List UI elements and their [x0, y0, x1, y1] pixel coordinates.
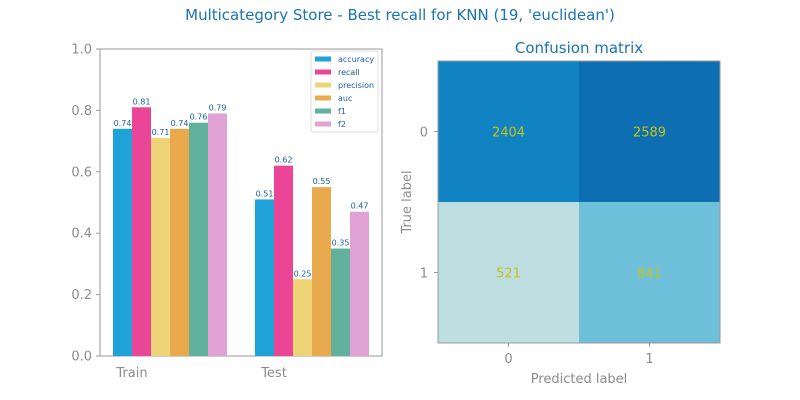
data-label: 0.74	[114, 119, 132, 128]
bar-accuracy	[113, 128, 132, 356]
confusion-matrix-heatmap: Confusion matrix 2404 2589 521 841 0 1 0 1 Predic…	[400, 39, 721, 387]
legend-swatch-f1	[315, 108, 331, 114]
legend-swatch-precision	[315, 82, 331, 88]
legend-swatch-auc	[315, 95, 331, 101]
legend: accuracy recall precision auc f1 f2	[310, 50, 379, 133]
legend-swatch-f2	[315, 121, 331, 127]
data-label: 0.74	[171, 119, 189, 128]
bar-f1	[189, 122, 208, 357]
heatmap-cell	[438, 202, 579, 343]
data-label: 0.47	[351, 202, 369, 211]
bar-recall	[274, 165, 293, 356]
heatmap-cell	[579, 61, 720, 202]
bar-f2	[350, 211, 369, 356]
x-tick-label: Test	[260, 366, 287, 381]
y-tick-label: 0	[420, 126, 428, 141]
legend-label: f1	[338, 107, 346, 116]
cell-value-label: 521	[496, 267, 521, 282]
y-tick-label: 0.8	[71, 104, 92, 119]
data-label: 0.55	[313, 177, 331, 186]
cell-value-label: 841	[637, 267, 662, 282]
legend-swatch-recall	[315, 69, 331, 75]
data-label: 0.62	[275, 156, 293, 165]
bar-auc	[170, 128, 189, 356]
y-tick-label: 0.6	[71, 165, 92, 180]
heatmap-frame	[437, 60, 721, 344]
x-tick-label: Train	[115, 366, 147, 381]
heatmap-title: Confusion matrix	[515, 39, 643, 57]
bar-precision	[293, 279, 312, 356]
data-label: 0.25	[294, 269, 312, 278]
y-tick-label: 1.0	[71, 43, 92, 58]
x-tick-label: 0	[504, 352, 512, 367]
heatmap-cell	[579, 202, 720, 343]
data-label: 0.71	[152, 128, 170, 137]
legend-label: accuracy	[338, 55, 374, 64]
cell-value-label: 2404	[492, 126, 525, 141]
legend-label: precision	[338, 81, 374, 90]
metrics-bar-chart: 0.00.20.40.60.81.0Train0.740.810.710.740…	[71, 43, 383, 381]
figure-title: Multicategory Store - Best recall for KN…	[185, 6, 615, 24]
legend-label: f2	[338, 120, 346, 129]
data-label: 0.79	[209, 103, 227, 112]
bar-f1	[331, 248, 350, 356]
legend-label: auc	[338, 94, 352, 103]
x-tick-label: 1	[645, 352, 653, 367]
legend-swatch-accuracy	[315, 56, 331, 62]
heatmap-cell	[438, 61, 579, 202]
bar-precision	[151, 138, 170, 356]
y-tick-label: 1	[420, 267, 428, 282]
cell-value-label: 2589	[633, 126, 666, 141]
data-label: 0.35	[332, 239, 350, 248]
y-tick-label: 0.4	[71, 227, 92, 242]
y-tick-label: 0.0	[71, 350, 92, 365]
data-label: 0.51	[256, 189, 274, 198]
y-axis-label: True label	[400, 170, 415, 234]
data-label: 0.81	[133, 97, 151, 106]
data-label: 0.76	[190, 113, 208, 122]
bar-accuracy	[255, 199, 274, 356]
bar-auc	[312, 187, 331, 356]
x-axis-label: Predicted label	[531, 372, 628, 387]
y-tick-label: 0.2	[71, 288, 92, 303]
bar-recall	[132, 107, 151, 356]
legend-label: recall	[338, 68, 360, 77]
bar-f2	[208, 113, 227, 356]
plot-frame	[99, 48, 383, 357]
